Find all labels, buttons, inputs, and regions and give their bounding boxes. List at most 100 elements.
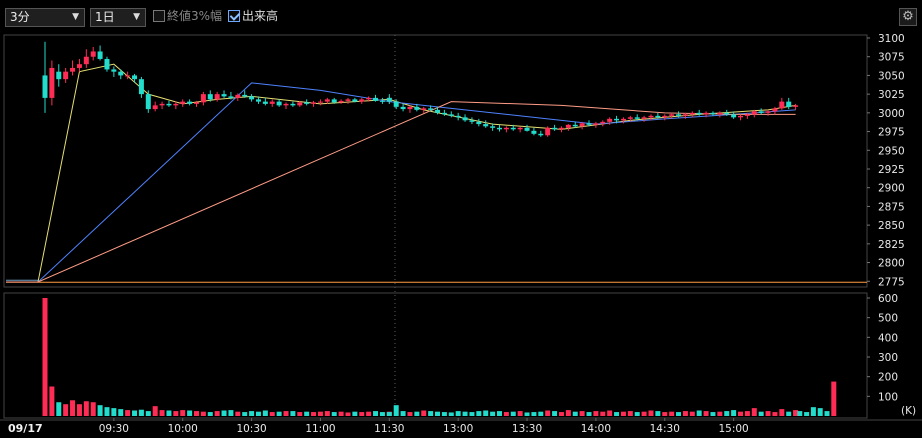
candle — [200, 91, 206, 106]
candle-body — [435, 109, 441, 113]
candle — [689, 111, 695, 118]
gear-icon[interactable]: ⚙ — [899, 8, 917, 26]
time-tick-label: 14:00 — [581, 423, 611, 435]
volume-bar — [731, 410, 737, 416]
candle — [710, 111, 716, 116]
volume-bar — [125, 410, 131, 416]
candle — [772, 106, 778, 115]
candle — [531, 127, 537, 136]
interval-select-value: 3分 — [10, 10, 30, 24]
candle-body — [159, 103, 165, 106]
volume-bar — [758, 411, 764, 416]
candle — [469, 117, 475, 125]
volume-bar — [359, 412, 365, 416]
candle — [676, 111, 682, 118]
candle-body — [228, 96, 234, 98]
candle-body — [166, 103, 172, 106]
candle-body — [462, 117, 468, 121]
candle-body — [76, 64, 82, 68]
candle — [765, 109, 771, 116]
volume-bar — [159, 410, 165, 416]
candle-body — [607, 118, 613, 122]
volume-checkbox[interactable] — [228, 10, 240, 22]
candle — [407, 105, 413, 113]
volume-bar — [235, 411, 241, 416]
candle-body — [173, 103, 179, 106]
candle-body — [386, 97, 392, 102]
candle — [510, 124, 516, 131]
candle — [724, 109, 730, 116]
candle — [435, 106, 441, 115]
candle-body — [669, 114, 675, 116]
volume-bar — [180, 410, 186, 416]
ma-mid-line — [6, 82, 796, 283]
candle — [476, 118, 482, 127]
candle — [42, 41, 48, 113]
candle-body — [132, 75, 138, 80]
volume-bar — [614, 412, 620, 416]
period-select[interactable]: 1日 ▼ — [90, 8, 146, 27]
candle-body — [311, 102, 317, 104]
volume-bar — [538, 411, 544, 416]
volume-bar — [297, 412, 303, 416]
candle-body — [242, 94, 248, 97]
candle — [49, 60, 55, 106]
candle-body — [249, 96, 255, 100]
candle — [400, 103, 406, 112]
candle-body — [565, 124, 571, 128]
candle — [193, 100, 199, 107]
time-tick-label: 11:00 — [305, 423, 335, 435]
candle-body — [400, 106, 406, 110]
volume-bar — [221, 410, 227, 416]
volume-bar — [228, 410, 234, 416]
price-tick-label: 2925 — [878, 164, 905, 176]
volume-bar — [607, 410, 613, 416]
candle-body — [793, 105, 799, 107]
candle — [97, 45, 103, 61]
price-tick-label: 2775 — [878, 276, 905, 288]
candle-body — [510, 127, 516, 130]
candle — [249, 94, 255, 102]
volume-bar — [579, 411, 585, 416]
candle — [118, 69, 124, 80]
candle — [152, 101, 158, 112]
candle — [187, 99, 193, 106]
candle — [448, 111, 454, 118]
time-tick-label: 09:30 — [99, 423, 129, 435]
volume-bar — [407, 412, 413, 416]
candle — [462, 114, 468, 122]
volume-bar — [421, 410, 427, 416]
candle-body — [765, 111, 771, 113]
time-tick-label: 15:00 — [718, 423, 748, 435]
volume-bar — [738, 411, 744, 416]
candle-body — [634, 117, 640, 119]
candle-body — [724, 112, 730, 115]
candle — [180, 99, 186, 107]
time-tick-label: 13:30 — [512, 423, 542, 435]
interval-select[interactable]: 3分 ▼ — [5, 8, 85, 27]
period-select-value: 1日 — [95, 10, 115, 24]
volume-bar — [428, 411, 434, 416]
candle — [269, 99, 275, 107]
volume-bar — [503, 412, 509, 416]
candle — [421, 106, 427, 113]
candle-body — [772, 108, 778, 112]
volume-bar — [765, 411, 771, 416]
candle-body — [373, 97, 379, 101]
candle — [607, 117, 613, 125]
volume-bar — [276, 411, 282, 416]
volume-bar — [138, 409, 144, 416]
candle-body — [428, 108, 434, 110]
volume-bar — [70, 400, 76, 416]
volume-bar — [476, 411, 482, 416]
candle — [414, 103, 420, 112]
ma-long-line — [6, 101, 796, 283]
candle — [572, 121, 578, 128]
price-tick-label: 3075 — [878, 52, 905, 64]
candle — [517, 126, 523, 133]
volume-bar — [386, 412, 392, 416]
closing-range-checkbox[interactable] — [153, 10, 165, 22]
candle — [627, 115, 633, 122]
candle — [283, 102, 289, 110]
volume-bar — [366, 411, 372, 416]
